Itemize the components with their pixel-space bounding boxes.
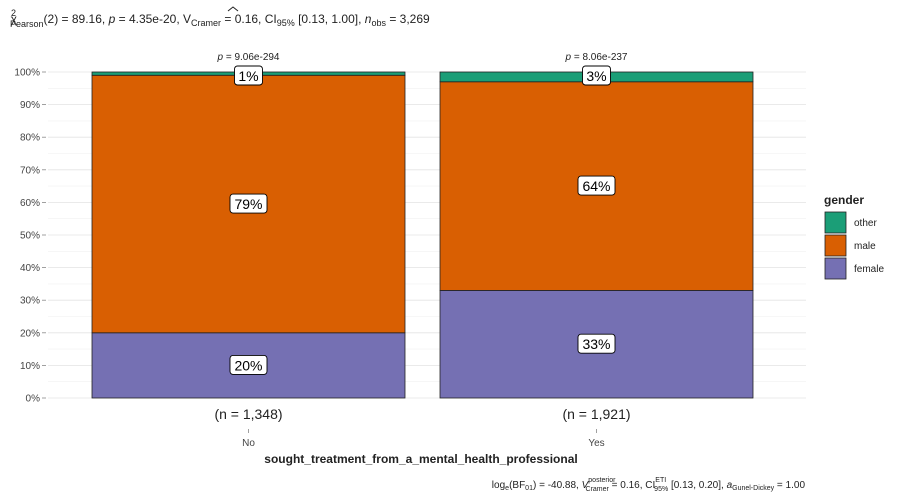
data-label-box: [229, 193, 268, 214]
data-label-box: [577, 175, 616, 196]
bars: [91, 71, 754, 399]
y-tick-label: 60%: [20, 198, 40, 209]
chart-caption: loge(BF01) = -40.88, Vposterior Cramer = …: [492, 477, 806, 493]
y-tick-label: 70%: [20, 165, 40, 176]
y-tick-label: 40%: [20, 263, 40, 274]
p-value-label: p = 8.06e-237: [565, 52, 628, 63]
x-tick-label: No: [242, 438, 255, 449]
data-label-box: [577, 333, 616, 354]
legend-swatch-male: [824, 234, 847, 257]
x-tick-label: Yes: [588, 438, 604, 449]
count-label: (n = 1,921): [562, 406, 630, 422]
data-label: 1%: [238, 68, 258, 84]
data-label: 79%: [234, 196, 262, 212]
y-tick-label: 100%: [14, 68, 40, 79]
data-label-box: [234, 65, 263, 86]
legend-label-female: female: [854, 264, 884, 275]
y-tick-label: 50%: [20, 231, 40, 242]
legend-title: gender: [824, 193, 864, 207]
legend-label-male: male: [854, 241, 876, 252]
data-label: 3%: [586, 68, 606, 84]
data-label: 64%: [582, 178, 610, 194]
data-label-box: [229, 354, 268, 375]
count-label: (n = 1,348): [214, 406, 282, 422]
hat-mark: [227, 6, 239, 12]
y-tick-label: 0%: [26, 394, 41, 405]
legend-swatch-other: [824, 211, 847, 234]
legend-swatch-female: [824, 257, 847, 280]
data-labels: 20% 79% 1% p = 9.06e-294 33% 64% 3% p = 8.06e-2…: [217, 52, 628, 375]
y-axis: 0% 10% 20% 30% 40% 50% 60% 70% 80% 90% 100%: [14, 68, 46, 405]
legend-label-other: other: [854, 218, 877, 229]
legend: gender other male female: [824, 193, 884, 280]
p-value-label: p = 9.06e-294: [217, 52, 280, 63]
y-tick-label: 30%: [20, 296, 40, 307]
y-tick-label: 80%: [20, 133, 40, 144]
data-label-box: [582, 65, 611, 86]
y-tick-label: 20%: [20, 328, 40, 339]
y-tick-label: 90%: [20, 100, 40, 111]
x-axis-title: sought_treatment_from_a_mental_health_pr…: [264, 452, 577, 466]
data-label: 20%: [234, 357, 262, 373]
chart-subtitle: χ2 Pearson(2) = 89.16, p = 4.35e-20, VCra…: [10, 8, 430, 29]
y-tick-label: 10%: [20, 361, 40, 372]
x-axis: (n = 1,348) No (n = 1,921) Yes: [214, 406, 630, 449]
data-label: 33%: [582, 336, 610, 352]
